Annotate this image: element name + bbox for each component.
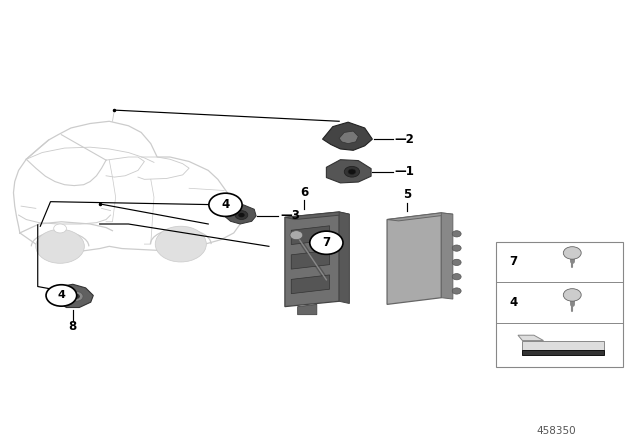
Polygon shape [442, 213, 453, 299]
Circle shape [46, 285, 77, 306]
Text: 458350: 458350 [536, 426, 576, 436]
Circle shape [452, 288, 461, 294]
Polygon shape [291, 226, 330, 245]
Wedge shape [156, 226, 206, 262]
Circle shape [69, 292, 83, 301]
Wedge shape [36, 229, 84, 263]
Polygon shape [522, 340, 604, 350]
Polygon shape [387, 213, 442, 304]
Circle shape [310, 231, 343, 254]
Circle shape [72, 294, 80, 299]
Polygon shape [522, 350, 604, 355]
Circle shape [452, 231, 461, 237]
Polygon shape [323, 122, 372, 151]
Circle shape [54, 224, 67, 233]
Text: 5: 5 [403, 188, 412, 201]
Text: 4: 4 [58, 290, 65, 301]
Circle shape [452, 245, 461, 251]
Circle shape [563, 247, 581, 259]
Polygon shape [298, 304, 317, 314]
Polygon shape [54, 284, 93, 307]
Circle shape [348, 169, 356, 174]
Circle shape [452, 259, 461, 266]
Text: 7: 7 [509, 255, 518, 268]
Text: —2: —2 [395, 133, 415, 146]
Polygon shape [222, 205, 256, 224]
Polygon shape [387, 213, 453, 221]
Circle shape [452, 274, 461, 280]
Polygon shape [339, 212, 349, 303]
Polygon shape [326, 159, 371, 183]
Text: 7: 7 [323, 236, 330, 249]
Text: —1: —1 [395, 165, 415, 178]
Text: 4: 4 [221, 198, 230, 211]
Circle shape [563, 289, 581, 301]
Circle shape [235, 211, 248, 220]
Polygon shape [291, 250, 330, 269]
Polygon shape [285, 212, 349, 220]
Text: —3: —3 [280, 210, 300, 223]
Polygon shape [285, 212, 339, 306]
Polygon shape [518, 335, 543, 340]
Polygon shape [291, 275, 330, 294]
Text: 4: 4 [509, 296, 518, 309]
Polygon shape [339, 131, 358, 144]
FancyBboxPatch shape [495, 242, 623, 367]
Circle shape [344, 166, 360, 177]
Circle shape [290, 231, 303, 240]
Text: 6: 6 [300, 185, 308, 198]
Circle shape [238, 213, 244, 217]
Text: 8: 8 [68, 320, 77, 333]
Circle shape [209, 193, 242, 216]
